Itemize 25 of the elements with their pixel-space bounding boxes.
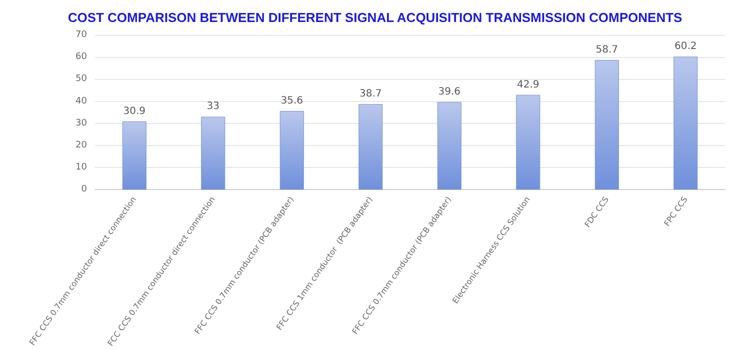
data-label: 33 [206, 101, 220, 112]
data-label: 30.9 [123, 106, 146, 117]
data-label: 58.7 [596, 44, 618, 56]
data-label: 42.9 [516, 79, 540, 90]
data-label: 60.2 [674, 41, 697, 52]
y-tick-label: 50 [76, 74, 88, 84]
y-tick-label: 30 [76, 118, 88, 128]
data-label: 38.7 [359, 88, 382, 100]
y-tick-label: 70 [76, 30, 88, 40]
chart-title: COST COMPARISON BETWEEN DIFFERENT SIGNAL ACQUISITION TRANSMISSION COMPONENTS [68, 10, 683, 25]
bar [674, 56, 698, 190]
bar [201, 116, 226, 190]
bar [122, 121, 146, 190]
bar [280, 110, 304, 190]
y-tick-label: 10 [76, 162, 88, 173]
bar [516, 94, 540, 190]
y-tick-label: 60 [76, 52, 88, 62]
y-tick-label: 0 [81, 184, 88, 195]
bar [358, 104, 383, 190]
bar [437, 102, 462, 190]
bar [594, 60, 619, 190]
y-tick-label: 40 [76, 96, 88, 106]
data-label: 39.6 [438, 86, 461, 98]
y-tick-label: 20 [76, 140, 88, 150]
data-label: 35.6 [280, 95, 304, 106]
